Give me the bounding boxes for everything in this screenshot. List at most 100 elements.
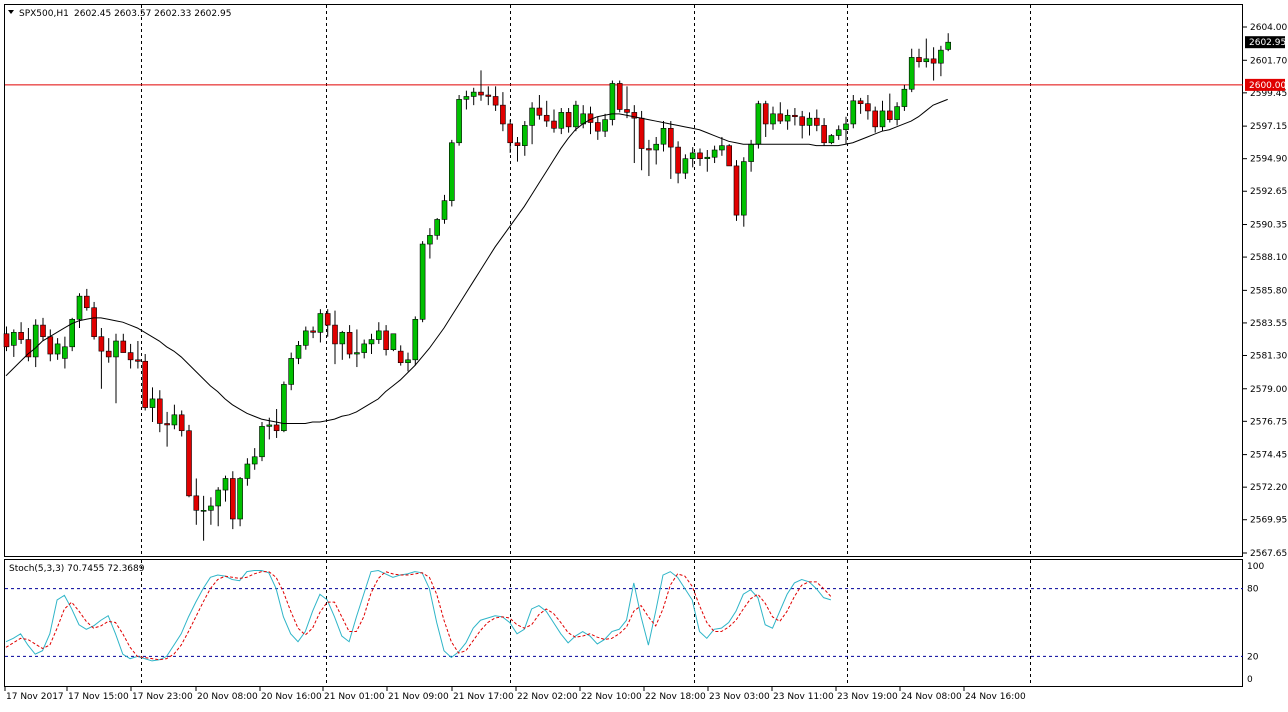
bull-candle: [32, 319, 39, 368]
candle-body: [857, 100, 864, 104]
bull-candle: [200, 495, 207, 541]
candle-body: [762, 103, 769, 125]
bear-candle: [872, 106, 879, 133]
candle-body: [346, 332, 353, 355]
bear-candle: [273, 409, 280, 438]
bull-candle: [835, 125, 842, 140]
candle-body: [127, 352, 134, 361]
candle-body: [164, 423, 170, 426]
current-price-marker: 2602.95: [1245, 36, 1286, 49]
bull-candle: [375, 322, 382, 344]
bear-candle: [886, 93, 893, 123]
candle-body: [638, 117, 645, 149]
candle-body: [237, 478, 243, 520]
bull-candle: [945, 33, 952, 52]
stoch-axis: Stoch(5,3,3) 70.7455 72.3689 100 80 20 0: [5, 562, 1264, 685]
candle-body: [193, 495, 200, 511]
bull-candle: [682, 154, 689, 179]
time-label: 24 Nov 08:00: [901, 692, 962, 702]
stoch-panel-frame: [4, 559, 1243, 687]
level-line-2600[interactable]: 2600.00: [5, 78, 1286, 91]
candle-body: [405, 359, 411, 364]
candle-body: [339, 332, 346, 345]
bull-candle: [923, 38, 930, 68]
candle-body: [412, 319, 419, 361]
bull-candle: [434, 218, 441, 240]
candle-body: [375, 330, 382, 340]
bull-candle: [879, 100, 886, 132]
candle-body: [719, 145, 725, 151]
candle-body: [295, 345, 302, 359]
bull-candle: [368, 333, 375, 355]
bull-candle: [251, 448, 258, 470]
bear-candle: [638, 110, 645, 171]
candle-body: [850, 100, 857, 125]
candle-body: [397, 350, 404, 364]
candle-body: [587, 113, 594, 123]
symbol-dropdown-icon[interactable]: [8, 10, 14, 14]
bear-candle: [799, 110, 806, 139]
candle-body: [434, 219, 441, 236]
candle-body: [98, 336, 105, 352]
candle-body: [726, 145, 733, 167]
price-tick-label: 2572.20: [1250, 483, 1287, 493]
price-tick-label: 2569.95: [1250, 516, 1287, 526]
bear-candle: [916, 48, 922, 68]
candle-body: [485, 94, 492, 97]
level-label: 2600.00: [1249, 81, 1286, 91]
bull-candle: [719, 136, 725, 156]
bear-candle: [397, 345, 404, 366]
candle-body: [901, 88, 908, 107]
price-tick-label: 2588.10: [1250, 253, 1287, 263]
candle-body: [886, 110, 893, 120]
bull-candle: [908, 48, 915, 93]
bull-candle: [938, 45, 944, 77]
candle-body: [667, 127, 674, 148]
ohlc-label: 2602.45 2603.57 2602.33 2602.95: [74, 9, 231, 19]
candle-body: [419, 243, 426, 320]
candle-body: [302, 330, 309, 346]
day-separator-lines: [141, 5, 1031, 686]
stoch-label: Stoch(5,3,3) 70.7455 72.3689: [9, 564, 145, 574]
candle-body: [558, 112, 565, 129]
bull-candle: [704, 149, 711, 172]
bull-candle: [76, 293, 83, 328]
bull-candle: [244, 458, 251, 486]
bear-candle: [733, 160, 740, 221]
bull-candle: [521, 121, 528, 156]
candle-body: [390, 333, 397, 350]
candle-body: [171, 414, 178, 426]
candle-body: [908, 57, 915, 90]
candle-body: [361, 343, 368, 353]
bull-candle: [901, 84, 908, 111]
bull-candle: [755, 100, 762, 149]
candle-body: [514, 142, 521, 146]
price-tick-label: 2567.65: [1250, 549, 1287, 559]
bear-candle: [84, 288, 90, 311]
bear-candle: [631, 105, 638, 164]
candle-body: [91, 307, 97, 337]
bull-candle: [689, 147, 696, 168]
candle-body: [689, 152, 696, 159]
candle-body: [142, 360, 148, 408]
candle-body: [230, 478, 236, 520]
candle-body: [120, 340, 127, 353]
candle-body: [105, 350, 112, 358]
bull-candle: [11, 329, 17, 357]
candle-body: [288, 358, 295, 385]
candle-body: [675, 146, 681, 174]
candle-body: [697, 152, 703, 159]
candle-body: [646, 148, 652, 151]
candle-body: [930, 58, 937, 64]
bull-candle: [62, 336, 68, 369]
bull-candle: [573, 100, 579, 132]
bear-candle: [594, 116, 601, 140]
price-tick-label: 2585.80: [1250, 286, 1287, 296]
candle-body: [456, 99, 462, 144]
candle-body: [324, 313, 331, 326]
bull-candle: [171, 404, 178, 430]
moving-average: [5, 98, 948, 424]
level-label-box: [1245, 78, 1285, 91]
